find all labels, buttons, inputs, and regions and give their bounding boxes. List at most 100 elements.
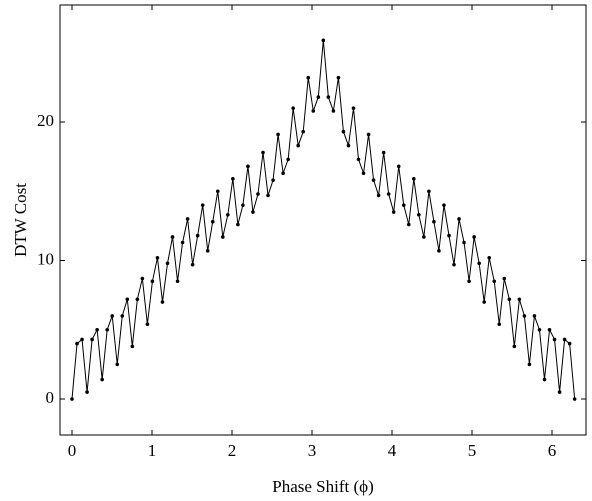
data-point [185, 217, 190, 221]
data-point [160, 300, 165, 304]
data-point [165, 261, 170, 266]
data-point [120, 314, 125, 318]
data-point [562, 337, 567, 342]
data-point [442, 203, 446, 207]
plot-frame [59, 4, 587, 436]
data-point [190, 262, 195, 267]
data-point [346, 143, 351, 148]
data-point [276, 132, 280, 137]
x-tick-label: 5 [468, 441, 477, 460]
data-point [366, 132, 371, 137]
data-point [135, 297, 140, 302]
data-line [71, 40, 576, 400]
data-point [351, 106, 356, 110]
data-point [487, 255, 492, 260]
data-point [462, 240, 466, 245]
data-point [522, 314, 527, 318]
data-point [321, 38, 326, 43]
data-point [502, 276, 507, 281]
data-point [281, 171, 285, 176]
x-tick-label: 4 [388, 441, 397, 460]
data-point [542, 377, 547, 382]
data-point [386, 192, 391, 196]
data-point [326, 95, 331, 99]
data-point [376, 193, 381, 198]
data-point [221, 235, 225, 239]
data-point [406, 222, 411, 227]
x-axis-label: Phase Shift (ϕ) [272, 477, 374, 496]
x-tick-label: 1 [148, 441, 157, 460]
y-tick-label: 10 [37, 249, 54, 268]
data-point [95, 327, 99, 332]
data-point [145, 322, 150, 327]
data-point [401, 203, 406, 207]
data-point [417, 213, 421, 217]
data-point [552, 337, 557, 342]
data-point [311, 109, 316, 113]
data-point [492, 279, 497, 284]
data-point [422, 235, 426, 239]
data-point [437, 249, 441, 253]
data-point [291, 106, 295, 110]
data-point [497, 322, 502, 327]
data-point [306, 75, 311, 80]
data-point [155, 255, 160, 260]
data-point [125, 297, 130, 302]
data-point [537, 327, 542, 332]
data-point [251, 210, 255, 214]
data-point [70, 397, 74, 401]
data-point [547, 327, 552, 332]
data-point [301, 129, 306, 134]
data-point [215, 189, 220, 194]
data-point [467, 279, 471, 284]
data-point [85, 390, 89, 394]
data-point [75, 341, 79, 346]
data-point [241, 203, 245, 207]
data-point [205, 249, 210, 253]
data-point [231, 177, 235, 181]
data-point [447, 233, 451, 238]
data-point [396, 164, 401, 169]
data-point [567, 341, 572, 346]
data-point [296, 143, 300, 148]
data-point [316, 95, 321, 99]
data-point [527, 362, 532, 367]
data-point [261, 150, 265, 155]
data-point [105, 327, 109, 332]
data-point [371, 178, 376, 182]
data-point [150, 279, 155, 284]
data-point [210, 219, 215, 224]
data-point [517, 297, 522, 302]
data-point [80, 337, 84, 342]
data-point [457, 217, 461, 221]
data-point [226, 213, 230, 217]
data-point [432, 219, 436, 224]
data-point [557, 390, 562, 394]
data-point [90, 337, 94, 342]
data-point [336, 75, 341, 80]
data-point [391, 210, 396, 214]
data-point [507, 297, 512, 302]
data-point [477, 261, 481, 266]
data-point [140, 276, 145, 281]
x-tick-label: 6 [548, 441, 557, 460]
data-point [180, 240, 185, 245]
data-point [110, 314, 115, 318]
data-point [246, 164, 250, 169]
x-tick-label: 2 [228, 441, 237, 460]
data-point [482, 300, 486, 304]
data-point [472, 235, 476, 239]
data-point [236, 222, 240, 227]
x-tick-label: 0 [68, 441, 77, 460]
data-point [331, 109, 336, 113]
data-point [130, 344, 135, 349]
data-point [271, 178, 275, 182]
data-point [170, 235, 175, 239]
y-tick-label: 0 [46, 388, 55, 407]
data-point [195, 233, 200, 238]
data-point [256, 192, 260, 196]
data-point [200, 203, 205, 207]
data-point [286, 157, 290, 162]
data-point [452, 262, 456, 267]
data-point [412, 177, 416, 181]
